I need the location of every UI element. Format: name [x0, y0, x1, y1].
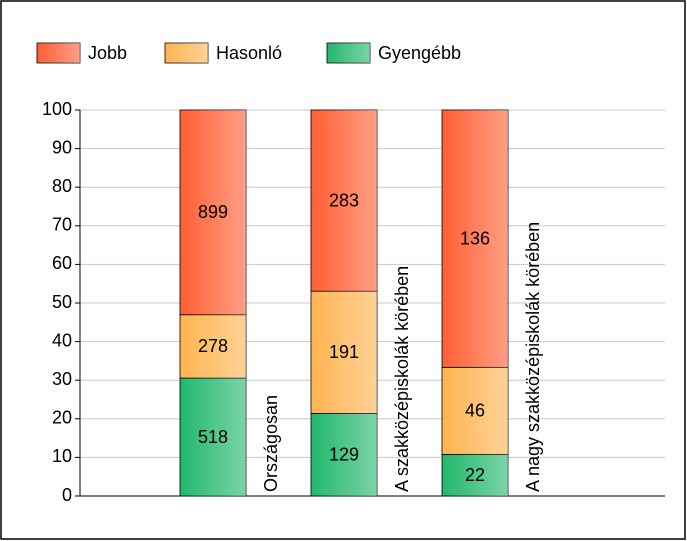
- bar-shine: [442, 367, 508, 455]
- y-tick-label: 20: [52, 408, 72, 428]
- bar-shine: [442, 454, 508, 496]
- y-tick-label: 80: [52, 176, 72, 196]
- bar-shine: [311, 291, 377, 414]
- bar-shine: [180, 110, 246, 315]
- data-label: 129: [329, 444, 359, 464]
- bar-shine: [311, 413, 377, 496]
- bar-shine: [311, 110, 377, 292]
- data-label: 22: [465, 465, 485, 485]
- legend-swatch-shine: [165, 43, 208, 63]
- x-category-label: A szakközépiskolák körében: [392, 266, 412, 492]
- data-label: 136: [460, 228, 490, 248]
- y-tick-label: 100: [42, 99, 72, 119]
- legend-swatch-shine: [327, 43, 370, 63]
- y-tick-label: 40: [52, 330, 72, 350]
- bar-shine: [442, 110, 508, 368]
- y-tick-label: 50: [52, 292, 72, 312]
- legend-swatch-shine: [37, 43, 80, 63]
- y-tick-label: 30: [52, 369, 72, 389]
- legend-label: Hasonló: [216, 43, 282, 63]
- bar-shine: [180, 378, 246, 496]
- y-tick-label: 10: [52, 446, 72, 466]
- data-label: 899: [198, 202, 228, 222]
- legend-label: Gyengébb: [378, 43, 461, 63]
- data-label: 46: [465, 401, 485, 421]
- y-tick-label: 70: [52, 215, 72, 235]
- bar-shine: [180, 314, 246, 379]
- data-label: 283: [329, 190, 359, 210]
- y-tick-label: 0: [62, 485, 72, 505]
- legend-label: Jobb: [88, 43, 127, 63]
- x-category-label: A nagy szakközépiskolák körében: [523, 222, 543, 492]
- data-label: 518: [198, 427, 228, 447]
- y-tick-label: 90: [52, 137, 72, 157]
- y-tick-label: 60: [52, 253, 72, 273]
- data-label: 191: [329, 342, 359, 362]
- x-category-label: Országosan: [261, 395, 281, 492]
- data-label: 278: [198, 336, 228, 356]
